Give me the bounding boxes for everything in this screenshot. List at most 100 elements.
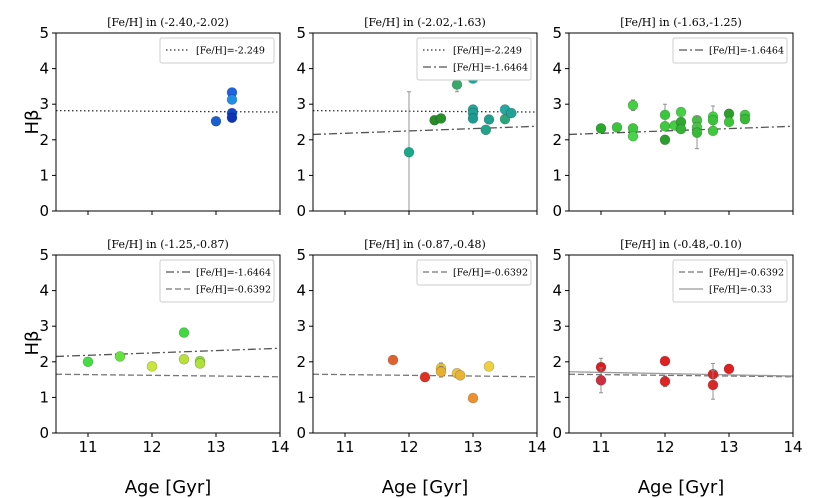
data-point [659,355,671,367]
plot-frame [312,32,538,212]
model-line-dotted [313,109,537,113]
data-point [739,113,751,125]
data-point [146,361,158,372]
data-point [675,123,687,135]
x-tick-label: 12 [399,438,418,456]
y-tick-label: 1 [296,166,306,184]
data-point [226,112,238,124]
data-point [627,130,639,142]
legend-box [159,259,275,303]
y-tick-label: 4 [39,60,49,78]
legend-label: [Fe/H]=-1.6464 [196,268,271,279]
legend-box [416,37,532,81]
y-tick-label: 3 [39,95,49,113]
xlabel-middle: Age [Gyr] [382,477,469,498]
y-tick-label: 0 [39,424,49,442]
data-point [387,354,399,366]
y-tick-label: 5 [552,246,562,264]
xlabel-right: Age [Gyr] [638,477,725,498]
model-line-dashdot [56,347,280,358]
data-point [178,327,190,338]
data-point [723,116,735,128]
legend-label: [Fe/H]=-0.6392 [196,285,271,296]
panel-title: [Fe/H] in (-2.02,-1.63) [364,16,486,29]
legend-label: [Fe/H]=-1.6464 [709,46,784,57]
legend-box [672,37,788,64]
y-tick-label: 2 [39,131,49,149]
y-tick-label: 1 [552,388,562,406]
panel-title: [Fe/H] in (-1.25,-0.87) [107,238,229,251]
panel-1: [Fe/H] in (-2.40,-2.02) 0 1 2 3 4 5 [Fe/H]=-2.2… [39,16,281,220]
y-tick-label: 5 [552,24,562,42]
data-point [419,371,431,383]
y-tick-label: 4 [552,282,562,300]
panel-title: [Fe/H] in (-1.63,-1.25) [620,16,742,29]
data-point [467,392,479,404]
plot-frame [55,254,281,434]
data-point [194,358,206,369]
legend-label: [Fe/H]=-0.6392 [453,268,528,279]
legend-label: [Fe/H]=-1.6464 [453,63,528,74]
y-tick-label: 4 [552,60,562,78]
plot-frame [55,32,281,212]
panel-title: [Fe/H] in (-2.40,-2.02) [107,16,229,29]
legend-label: [Fe/H]=-2.249 [196,46,265,57]
plot-frame [568,254,794,434]
y-tick-label: 4 [296,282,306,300]
data-point [480,124,492,136]
y-tick-label: 2 [296,131,306,149]
legend-box [159,37,275,64]
x-tick-label: 14 [527,438,546,456]
data-point [595,375,607,386]
y-tick-label: 0 [296,202,306,220]
data-point [499,113,511,125]
panels: [Fe/H] in (-2.40,-2.02)012345[Fe/H]=-2.2… [39,16,802,456]
plot-frame [568,32,794,212]
y-tick-label: 3 [552,317,562,335]
xlabel-left: Age [Gyr] [125,477,212,498]
data-point [483,114,495,125]
data-point [226,94,238,105]
legend-box [416,259,532,286]
y-tick-label: 5 [39,246,49,264]
x-tick-label: 11 [78,438,97,456]
x-tick-label: 12 [142,438,161,456]
y-tick-label: 0 [39,202,49,220]
panel-title: [Fe/H] in (-0.48,-0.10) [620,238,742,251]
model-line-dashed [569,373,793,378]
y-tick-label: 2 [39,353,49,371]
data-point [691,127,703,138]
x-tick-label: 11 [591,438,610,456]
panel-2: [Fe/H] in (-2.02,-1.63) 0 1 2 3 4 5 [Fe/H]=-2.2… [296,16,538,220]
data-point [659,376,671,387]
panel-3: [Fe/H] in (-1.63,-1.25) 0 1 2 3 4 5 [Fe/H]=-1.6… [552,16,794,220]
y-tick-label: 4 [39,282,49,300]
data-point [403,146,415,158]
y-tick-label: 3 [296,95,306,113]
data-point [595,123,607,134]
data-point [467,113,479,124]
data-point [210,115,222,127]
data-point [178,354,190,365]
x-tick-label: 13 [719,438,738,456]
legend-box [672,259,788,303]
data-point [114,351,126,362]
data-point [611,122,623,133]
data-point [82,356,94,368]
y-tick-label: 0 [552,202,562,220]
y-tick-label: 5 [39,24,49,42]
data-point [506,107,517,119]
x-tick-label: 14 [270,438,289,456]
data-point [451,79,463,90]
data-point [659,109,671,121]
data-point [435,113,447,124]
y-tick-label: 4 [296,60,306,78]
legend-label: [Fe/H]=-0.6392 [709,268,784,279]
x-tick-label: 13 [463,438,482,456]
x-tick-label: 14 [783,438,802,456]
y-tick-label: 1 [39,388,49,406]
legend-label: [Fe/H]=-2.249 [453,46,522,57]
model-line-dotted [56,109,280,113]
